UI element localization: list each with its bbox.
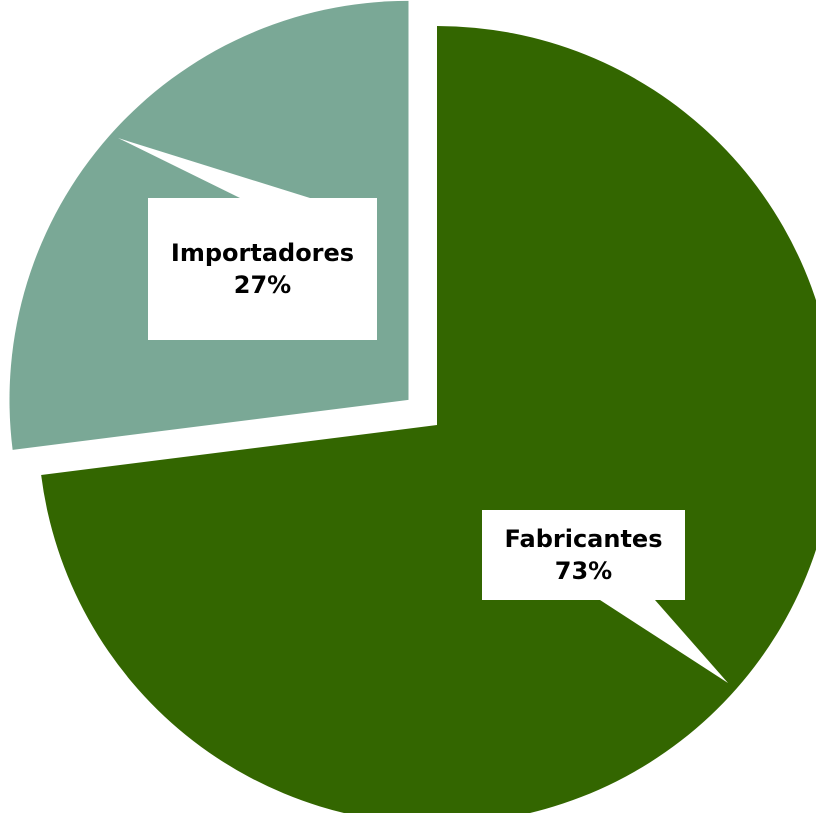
callout-box xyxy=(482,510,685,600)
callout-box xyxy=(148,198,377,340)
slice-label: Fabricantes xyxy=(505,525,663,553)
callout-pointer xyxy=(118,138,310,198)
slice-label: Importadores xyxy=(171,239,354,267)
slice-value-label: 27% xyxy=(234,271,291,299)
pie-slice xyxy=(41,26,816,813)
callout-pointer xyxy=(600,600,728,683)
slice-value-label: 73% xyxy=(555,557,612,585)
